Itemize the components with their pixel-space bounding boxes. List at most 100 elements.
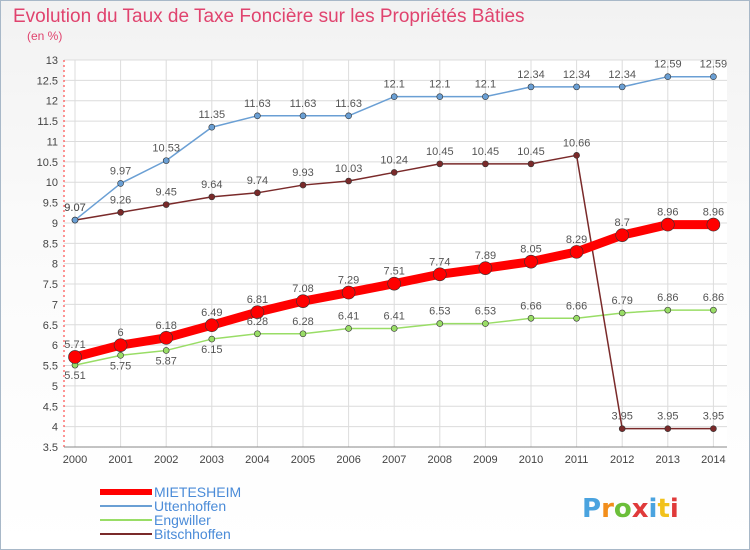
data-label: 8.05 (520, 244, 541, 256)
y-tick-label: 4 (52, 422, 58, 434)
data-point (162, 347, 170, 354)
data-label: 12.59 (700, 59, 728, 71)
data-point (432, 267, 447, 282)
data-label: 5.71 (64, 339, 85, 351)
data-label: 12.34 (517, 69, 545, 81)
data-point (208, 335, 216, 343)
data-label: 5.75 (110, 360, 131, 372)
data-point (478, 261, 493, 275)
data-point (569, 245, 584, 259)
data-label: 6.66 (520, 300, 541, 312)
y-tick-label: 10 (46, 177, 58, 189)
data-point (299, 330, 307, 338)
data-label: 3.95 (611, 411, 632, 423)
data-label: 9.45 (155, 187, 176, 199)
y-tick-label: 7 (52, 299, 58, 311)
data-point (390, 93, 398, 100)
data-point (436, 93, 444, 100)
data-point (482, 160, 489, 168)
plot-area (64, 60, 727, 447)
data-label: 10.03 (335, 163, 363, 175)
data-point (482, 93, 489, 100)
data-point (205, 318, 219, 332)
data-point (664, 425, 672, 432)
x-tick-label: 2009 (473, 454, 497, 466)
data-point (706, 217, 721, 232)
data-label: 12.34 (608, 69, 636, 81)
data-point (524, 254, 538, 269)
legend-label: Engwiller (154, 512, 211, 528)
y-tick-label: 13 (46, 55, 58, 67)
y-tick-label: 4.5 (43, 401, 58, 413)
data-point (573, 152, 580, 159)
data-label: 6 (118, 327, 124, 339)
data-label: 8.29 (566, 234, 587, 246)
data-point (436, 160, 444, 168)
data-point (299, 112, 307, 120)
y-tick-label: 9.5 (43, 198, 58, 210)
x-tick-label: 2012 (610, 454, 634, 466)
data-label: 10.45 (517, 146, 545, 158)
data-point (345, 112, 352, 120)
data-label: 3.95 (657, 411, 678, 423)
data-label: 6.53 (429, 306, 450, 318)
data-point (162, 157, 170, 164)
data-label: 6.49 (201, 307, 222, 319)
chart-subtitle: (en %) (27, 29, 63, 43)
data-point (527, 314, 535, 322)
data-point (618, 425, 626, 432)
data-label: 6.28 (247, 316, 268, 328)
data-point (390, 169, 398, 176)
data-label: 12.59 (654, 59, 682, 71)
data-label: 3.95 (703, 411, 724, 423)
data-point (436, 320, 444, 327)
data-point (296, 294, 310, 308)
data-label: 12.1 (429, 79, 450, 91)
chart-title: Evolution du Taux de Taxe Foncière sur l… (13, 6, 525, 27)
data-point (208, 193, 216, 201)
legend-label: Bitschhoffen (154, 526, 231, 542)
data-label: 12.1 (383, 79, 404, 91)
data-label: 9.74 (247, 175, 268, 187)
data-label: 6.53 (475, 306, 496, 318)
legend-label: MIETESHEIM (154, 484, 241, 500)
data-label: 11.63 (244, 98, 271, 110)
data-label: 6.81 (247, 294, 268, 306)
data-label: 11.63 (290, 98, 317, 110)
data-label: 9.07 (64, 202, 85, 214)
data-label: 6.79 (611, 295, 632, 307)
data-point (527, 83, 535, 91)
data-label: 6.18 (155, 320, 176, 332)
data-point (660, 217, 675, 232)
data-label: 10.24 (380, 154, 408, 166)
data-label: 6.86 (703, 292, 724, 304)
x-tick-label: 2014 (701, 454, 725, 466)
data-label: 6.28 (292, 316, 313, 328)
y-tick-label: 5 (52, 381, 58, 393)
y-tick-label: 12.5 (37, 75, 58, 87)
data-label: 7.74 (429, 256, 450, 268)
y-tick-label: 11 (47, 136, 58, 148)
x-tick-label: 2008 (428, 454, 452, 466)
data-label: 11.63 (335, 98, 362, 110)
data-label: 9.64 (201, 179, 222, 191)
data-point (254, 189, 261, 197)
x-tick-label: 2001 (108, 454, 132, 466)
data-label: 6.41 (338, 310, 359, 322)
data-point (482, 320, 489, 327)
data-point (345, 325, 352, 332)
data-label: 8.7 (615, 217, 630, 229)
data-label: 8.96 (703, 207, 724, 219)
data-label: 7.51 (383, 266, 404, 278)
data-point (68, 350, 82, 364)
data-label: 6.86 (657, 292, 678, 304)
data-label: 9.93 (292, 167, 313, 179)
data-point (117, 209, 124, 216)
data-point (254, 112, 261, 120)
data-label: 7.89 (475, 250, 496, 262)
data-label: 5.51 (64, 370, 85, 382)
data-point (162, 201, 170, 208)
y-tick-label: 11.5 (37, 116, 58, 128)
x-tick-label: 2003 (200, 454, 224, 466)
data-point (208, 123, 216, 131)
